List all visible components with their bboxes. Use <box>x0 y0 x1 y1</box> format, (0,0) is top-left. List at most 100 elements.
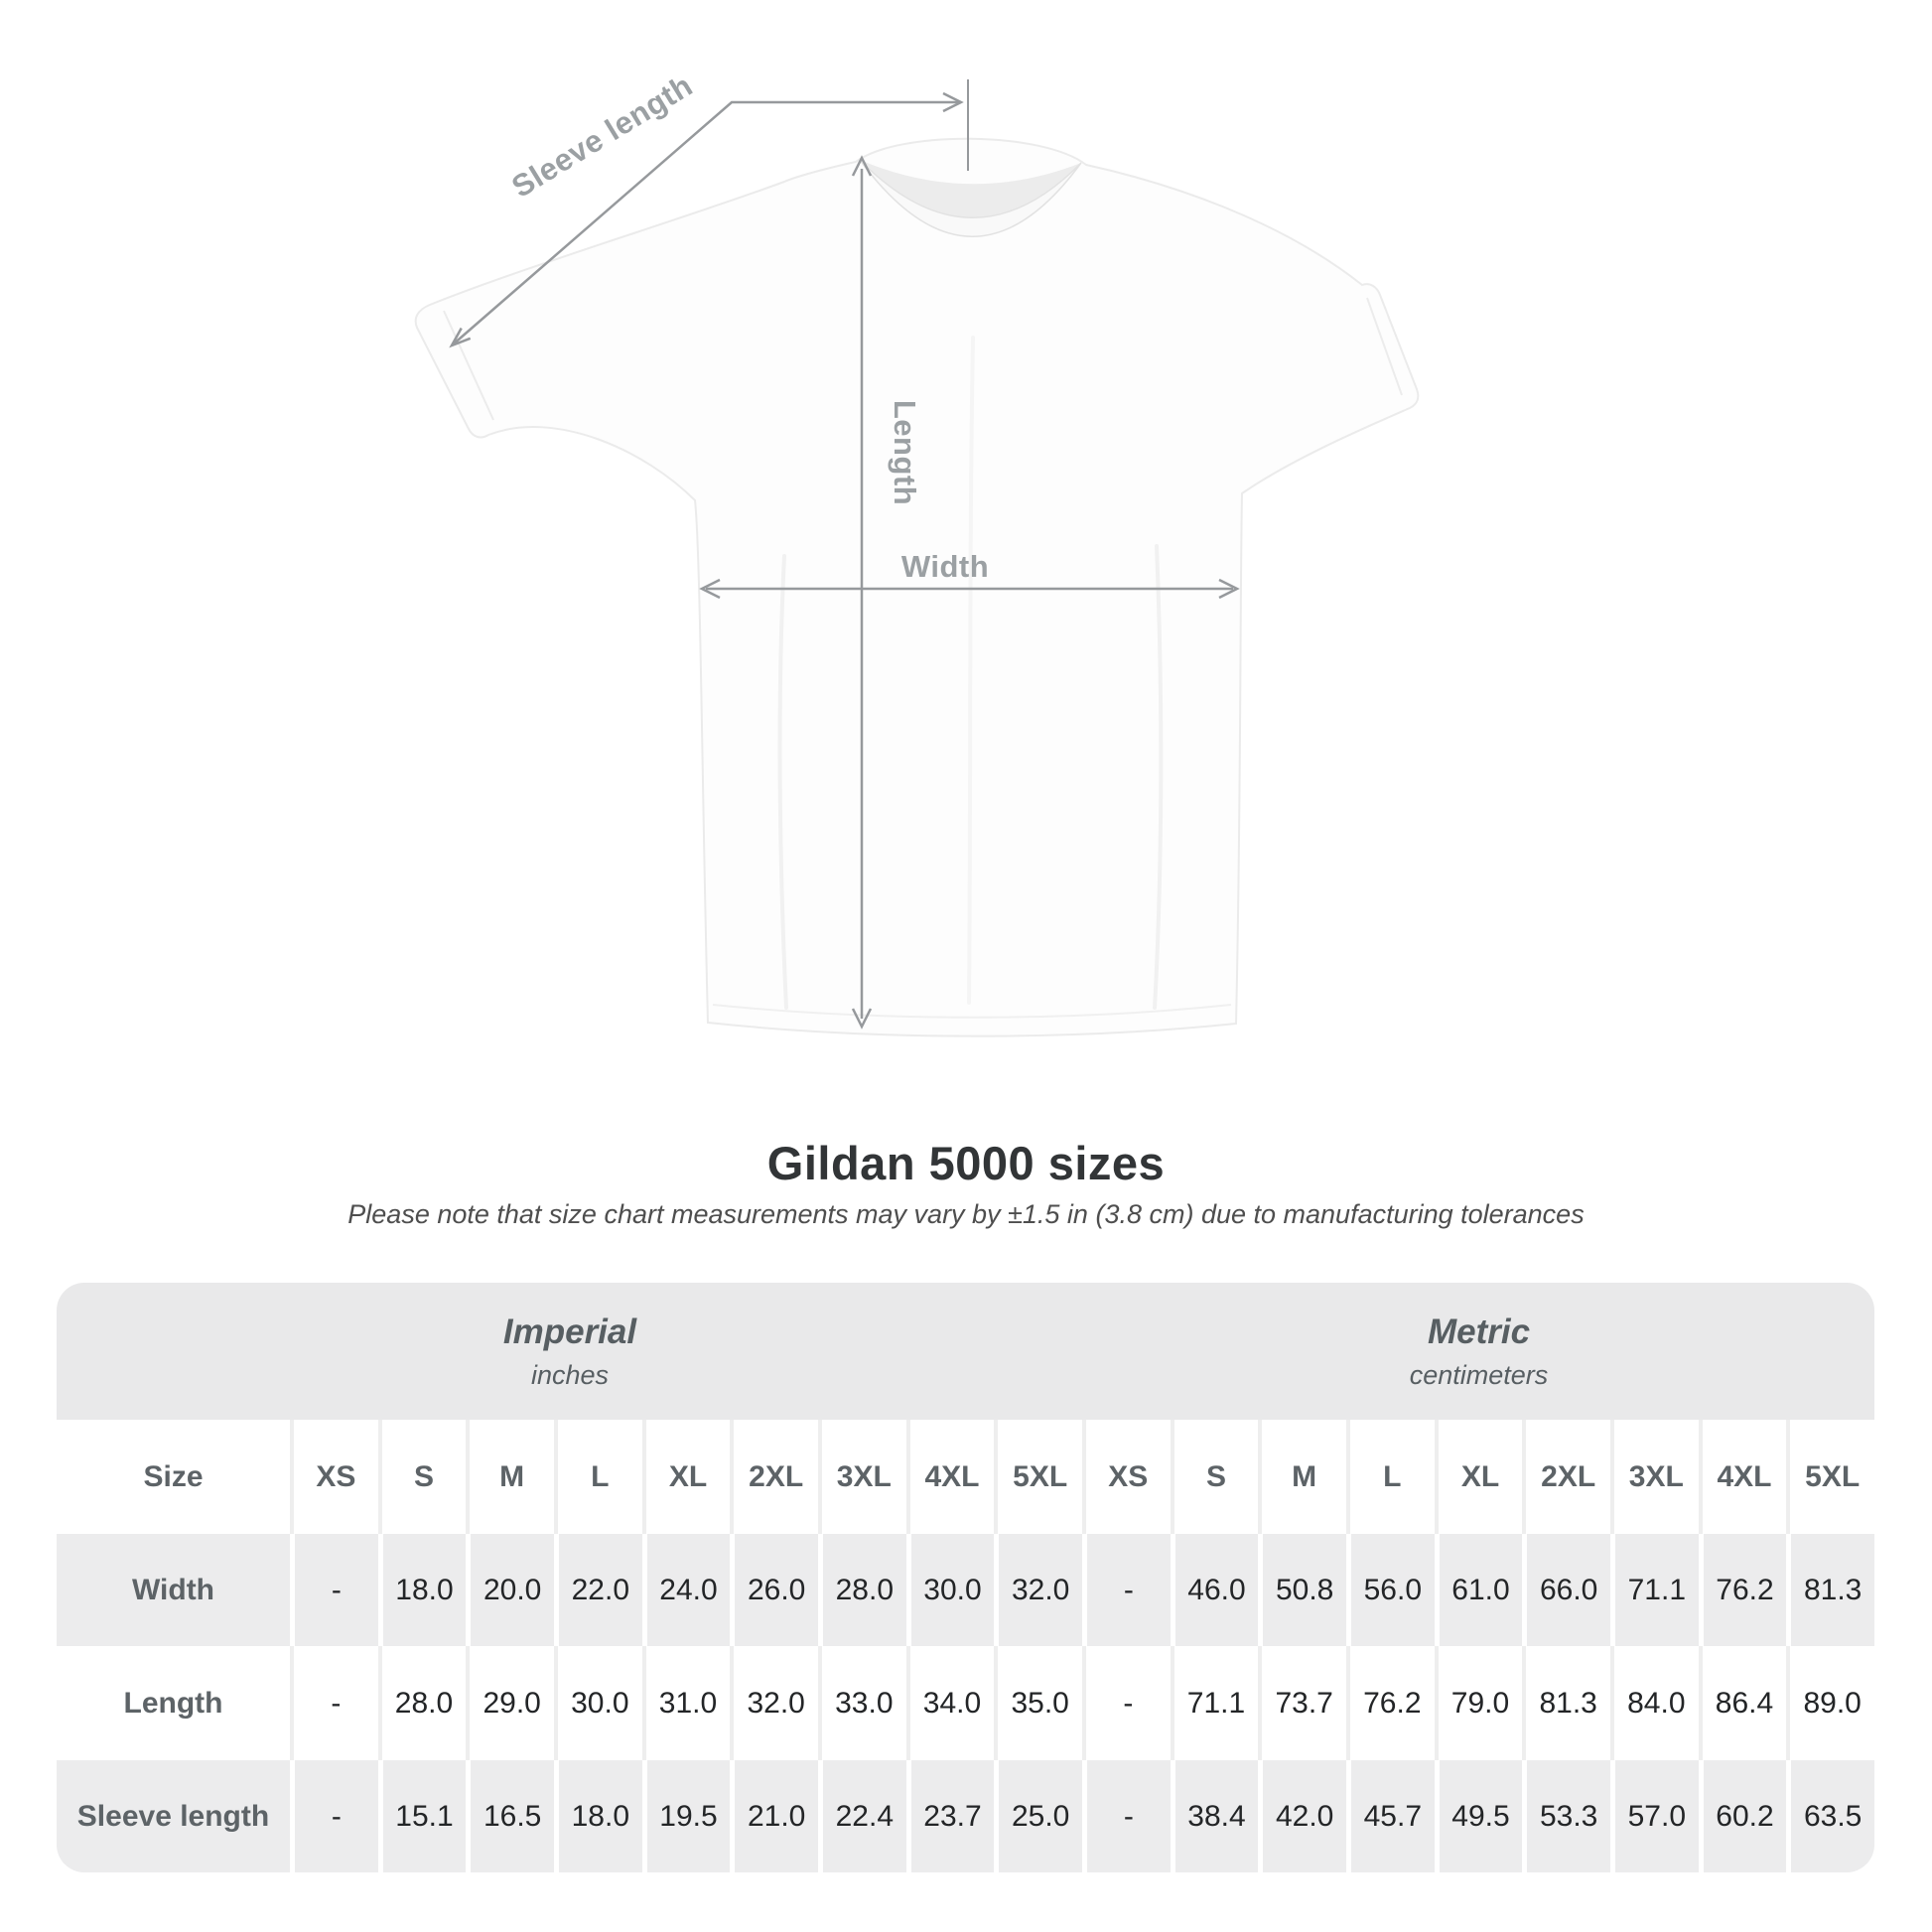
tshirt-body <box>414 137 1420 1037</box>
metric-group-name: Metric <box>1427 1311 1531 1351</box>
value-cell: - <box>290 1534 378 1646</box>
value-cell: 86.4 <box>1698 1646 1787 1760</box>
value-cell: 66.0 <box>1522 1534 1610 1646</box>
column-header: XL <box>641 1420 731 1534</box>
column-header: L <box>553 1420 642 1534</box>
value-cell: 46.0 <box>1170 1534 1259 1646</box>
table-row-length: Length - 28.0 29.0 30.0 31.0 32.0 33.0 3… <box>57 1646 1874 1760</box>
value-cell: 56.0 <box>1345 1534 1435 1646</box>
value-cell: 35.0 <box>994 1646 1082 1760</box>
column-header: 5XL <box>1786 1420 1874 1534</box>
value-cell: 25.0 <box>994 1760 1082 1872</box>
value-cell: 61.0 <box>1434 1534 1523 1646</box>
value-cell: 18.0 <box>377 1534 467 1646</box>
value-cell: - <box>1081 1534 1171 1646</box>
column-header: S <box>1170 1420 1259 1534</box>
value-cell: 79.0 <box>1434 1646 1523 1760</box>
value-cell: 15.1 <box>377 1760 467 1872</box>
column-header: 3XL <box>817 1420 906 1534</box>
value-cell: 81.3 <box>1786 1534 1874 1646</box>
value-cell: 26.0 <box>730 1534 818 1646</box>
column-header: 2XL <box>1522 1420 1610 1534</box>
value-cell: 28.0 <box>377 1646 467 1760</box>
tshirt-seam-lines <box>443 297 1403 1019</box>
value-cell: 89.0 <box>1786 1646 1874 1760</box>
value-cell: 28.0 <box>817 1534 906 1646</box>
value-cell: 60.2 <box>1698 1760 1787 1872</box>
tshirt-fold-lines <box>777 336 1164 1010</box>
value-cell: 30.0 <box>553 1646 642 1760</box>
row-label: Sleeve length <box>76 1799 270 1833</box>
column-header: XL <box>1434 1420 1523 1534</box>
tshirt-graphic <box>414 137 1420 1037</box>
value-cell: 32.0 <box>994 1534 1082 1646</box>
value-cell: 29.0 <box>466 1646 554 1760</box>
value-cell: 38.4 <box>1170 1760 1259 1872</box>
row-label: Length <box>123 1686 223 1720</box>
value-cell: 49.5 <box>1434 1760 1523 1872</box>
value-cell: 24.0 <box>641 1534 731 1646</box>
table-row-width: Width - 18.0 20.0 22.0 24.0 26.0 28.0 30… <box>57 1534 1874 1646</box>
value-cell: 22.4 <box>817 1760 906 1872</box>
measurement-arrows <box>449 79 1240 1030</box>
value-cell: 63.5 <box>1786 1760 1874 1872</box>
column-header: 4XL <box>1698 1420 1787 1534</box>
tshirt-neck-opening <box>860 160 1081 218</box>
value-cell: 57.0 <box>1609 1760 1699 1872</box>
value-cell: 76.2 <box>1698 1534 1787 1646</box>
width-label: Width <box>901 549 989 584</box>
value-cell: 23.7 <box>905 1760 995 1872</box>
length-arrow <box>851 155 873 1030</box>
value-cell: 16.5 <box>466 1760 554 1872</box>
value-cell: 76.2 <box>1345 1646 1435 1760</box>
column-header: 4XL <box>905 1420 995 1534</box>
column-header: L <box>1345 1420 1435 1534</box>
size-chart-table: Imperial inches Metric centimeters Size … <box>57 1283 1874 1872</box>
value-cell: 30.0 <box>905 1534 995 1646</box>
page-subtitle: Please note that size chart measurements… <box>347 1199 1585 1229</box>
imperial-group-unit: inches <box>530 1359 610 1390</box>
column-header: XS <box>290 1420 378 1534</box>
value-cell: 50.8 <box>1258 1534 1346 1646</box>
sleeve-length-label: Sleeve length <box>505 68 698 205</box>
column-header: 2XL <box>730 1420 818 1534</box>
table-row-sleeve-length: Sleeve length - 15.1 16.5 18.0 19.5 21.0… <box>57 1760 1874 1872</box>
imperial-group-name: Imperial <box>502 1311 637 1351</box>
column-header: M <box>1258 1420 1346 1534</box>
row-label: Width <box>131 1573 215 1606</box>
value-cell: 73.7 <box>1258 1646 1346 1760</box>
tshirt-diagram: Sleeve length Length Width <box>414 68 1420 1037</box>
length-label: Length <box>888 400 922 505</box>
value-cell: 31.0 <box>641 1646 731 1760</box>
page-title: Gildan 5000 sizes <box>766 1137 1166 1189</box>
value-cell: - <box>1081 1646 1171 1760</box>
value-cell: 34.0 <box>905 1646 995 1760</box>
value-cell: 45.7 <box>1345 1760 1435 1872</box>
tshirt-collar-rib <box>859 159 1082 237</box>
value-cell: 71.1 <box>1170 1646 1259 1760</box>
value-cell: 53.3 <box>1522 1760 1610 1872</box>
value-cell: 20.0 <box>466 1534 554 1646</box>
value-cell: 21.0 <box>730 1760 818 1872</box>
metric-group-unit: centimeters <box>1409 1359 1549 1390</box>
column-header: 5XL <box>994 1420 1082 1534</box>
value-cell: 81.3 <box>1522 1646 1610 1760</box>
sleeve-length-arrow <box>449 79 969 348</box>
imperial-group-header: Imperial inches <box>57 1283 1083 1420</box>
value-cell: 19.5 <box>641 1760 731 1872</box>
column-header: M <box>466 1420 554 1534</box>
value-cell: 22.0 <box>553 1534 642 1646</box>
metric-group-header: Metric centimeters <box>1083 1283 1874 1420</box>
value-cell: - <box>1081 1760 1171 1872</box>
value-cell: 32.0 <box>730 1646 818 1760</box>
value-cell: 33.0 <box>817 1646 906 1760</box>
value-cell: 71.1 <box>1609 1534 1699 1646</box>
column-header: 3XL <box>1609 1420 1699 1534</box>
column-header: S <box>377 1420 467 1534</box>
column-header-row: Size XS S M L XL 2XL 3XL 4XL 5XL XS S M … <box>57 1420 1874 1534</box>
value-cell: 84.0 <box>1609 1646 1699 1760</box>
size-corner-header: Size <box>143 1459 204 1493</box>
value-cell: 18.0 <box>553 1760 642 1872</box>
value-cell: - <box>290 1760 378 1872</box>
